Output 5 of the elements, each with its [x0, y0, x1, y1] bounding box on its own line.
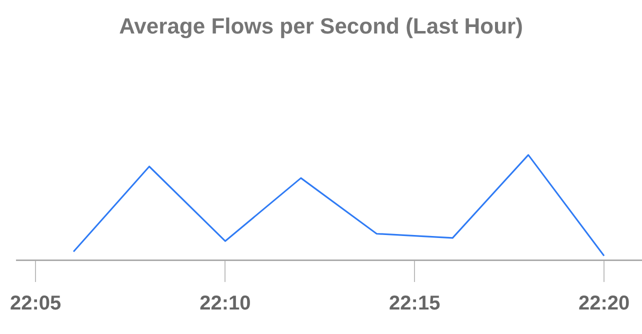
x-tick-label: 22:15 [389, 292, 440, 315]
x-tick-label: 22:10 [200, 292, 251, 315]
chart-title: Average Flows per Second (Last Hour) [119, 13, 523, 38]
x-tick-label: 22:20 [578, 292, 630, 315]
x-tick-label: 22:05 [10, 292, 62, 315]
